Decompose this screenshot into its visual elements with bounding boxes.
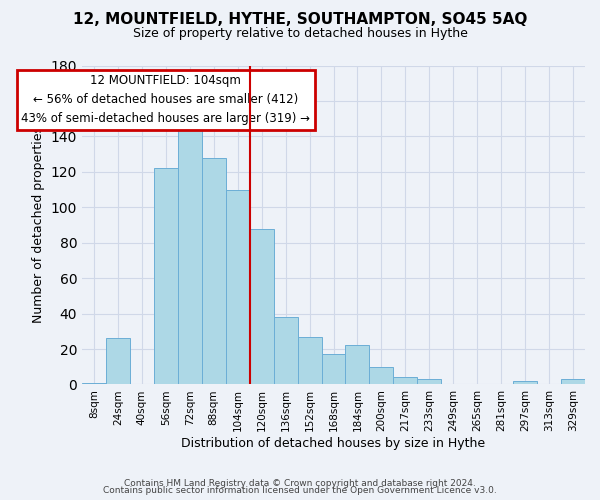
- Bar: [513, 381, 537, 384]
- Bar: [82, 382, 106, 384]
- Bar: [226, 190, 250, 384]
- Bar: [298, 336, 322, 384]
- X-axis label: Distribution of detached houses by size in Hythe: Distribution of detached houses by size …: [181, 437, 485, 450]
- Text: 12, MOUNTFIELD, HYTHE, SOUTHAMPTON, SO45 5AQ: 12, MOUNTFIELD, HYTHE, SOUTHAMPTON, SO45…: [73, 12, 527, 28]
- Bar: [322, 354, 346, 384]
- Bar: [346, 346, 370, 385]
- Bar: [274, 317, 298, 384]
- Bar: [154, 168, 178, 384]
- Bar: [250, 228, 274, 384]
- Y-axis label: Number of detached properties: Number of detached properties: [32, 126, 45, 324]
- Bar: [106, 338, 130, 384]
- Bar: [178, 128, 202, 384]
- Text: 12 MOUNTFIELD: 104sqm
← 56% of detached houses are smaller (412)
43% of semi-det: 12 MOUNTFIELD: 104sqm ← 56% of detached …: [22, 74, 310, 126]
- Text: Size of property relative to detached houses in Hythe: Size of property relative to detached ho…: [133, 28, 467, 40]
- Bar: [394, 378, 418, 384]
- Text: Contains public sector information licensed under the Open Government Licence v3: Contains public sector information licen…: [103, 486, 497, 495]
- Bar: [370, 366, 394, 384]
- Bar: [202, 158, 226, 384]
- Bar: [418, 379, 441, 384]
- Bar: [561, 379, 585, 384]
- Text: Contains HM Land Registry data © Crown copyright and database right 2024.: Contains HM Land Registry data © Crown c…: [124, 478, 476, 488]
